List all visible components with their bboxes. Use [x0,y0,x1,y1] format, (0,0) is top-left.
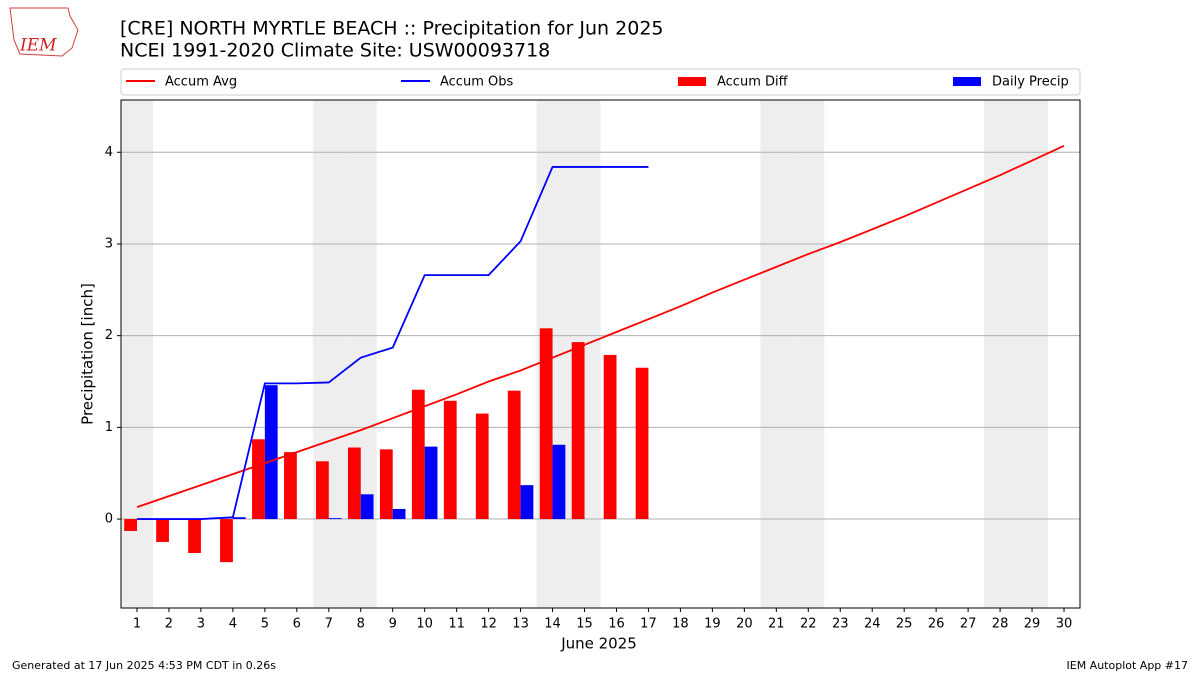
legend-label: Accum Diff [717,75,789,90]
x-tick-label: 23 [832,617,849,632]
x-tick-label: 30 [1056,617,1073,632]
legend-item: Accum Avg [126,75,237,90]
x-tick-label: 13 [512,617,529,632]
x-tick-label: 4 [229,617,237,632]
bar [379,449,393,520]
x-tick-label: 25 [896,617,913,632]
bar [328,518,342,520]
legend-swatch [678,77,706,86]
bar [392,508,406,520]
legend-label: Daily Precip [992,75,1069,90]
y-axis-label: Precipitation [inch] [79,283,97,425]
weekend-band [760,100,793,608]
x-tick-label: 18 [672,617,689,632]
bar [264,385,278,520]
x-tick-label: 15 [576,617,593,632]
x-tick-label: 11 [448,617,465,632]
legend-label: Accum Obs [440,75,513,90]
x-tick-label: 22 [800,617,817,632]
legend-swatch [953,77,981,86]
x-tick-label: 29 [1024,617,1041,632]
bar [520,485,534,520]
x-tick-label: 8 [357,617,365,632]
x-tick-label: 5 [261,617,269,632]
weekend-band [792,100,825,608]
bar [424,446,438,520]
bar [188,519,201,553]
y-tick-label: 2 [105,328,113,343]
line [136,166,649,520]
legend-item: Accum Diff [678,75,789,90]
x-tick-label: 14 [544,617,561,632]
y-tick-label: 0 [105,512,113,527]
chart-title: [CRE] NORTH MYRTLE BEACH :: Precipitatio… [120,18,664,40]
weekend-band [121,100,153,608]
y-tick-label: 4 [105,145,113,160]
bar [124,519,137,531]
bar [284,452,297,520]
legend-item: Accum Obs [401,75,513,90]
x-tick-label: 1 [133,617,141,632]
x-tick-label: 21 [768,617,785,632]
legend-box [120,68,1081,96]
x-tick-label: 27 [960,617,977,632]
bar [635,367,649,520]
x-tick-label: 19 [704,617,721,632]
x-tick-label: 28 [992,617,1009,632]
weekend-band [984,100,1017,608]
weekend-band [1016,100,1049,608]
line [136,145,1065,508]
bar [411,389,425,520]
bar [252,439,265,520]
x-tick-label: 6 [293,617,301,632]
x-tick-label: 7 [325,617,333,632]
y-tick-label: 3 [105,236,113,251]
x-tick-label: 17 [640,617,657,632]
bar [603,354,617,520]
x-tick-label: 10 [416,617,433,632]
chart-subtitle: NCEI 1991-2020 Climate Site: USW00093718 [120,40,550,62]
x-tick-label: 16 [608,617,625,632]
x-tick-label: 2 [165,617,173,632]
bar [315,461,329,520]
plot-frame [120,99,1081,609]
bar [475,413,489,520]
x-tick-label: 12 [480,617,497,632]
bar [571,342,585,520]
logo-outline [9,7,79,57]
bar [232,517,246,520]
footer-left: Generated at 17 Jun 2025 4:53 PM CDT in … [12,659,276,672]
logo-text: IEM [19,36,57,56]
bar [347,447,361,520]
x-tick-label: 20 [736,617,753,632]
x-axis-label: June 2025 [560,635,637,653]
bar [443,400,457,520]
legend-label: Accum Avg [165,75,237,90]
x-tick-label: 3 [197,617,205,632]
bar [220,519,233,563]
bar [539,328,553,520]
x-tick-label: 24 [864,617,881,632]
bar [552,444,566,520]
y-tick-label: 1 [105,420,113,435]
x-tick-label: 26 [928,617,945,632]
footer-right: IEM Autoplot App #17 [1067,659,1189,672]
logo: IEM [9,7,79,57]
bar [156,519,169,542]
legend-item: Daily Precip [953,75,1069,90]
bar [507,390,521,520]
x-tick-label: 9 [389,617,397,632]
bar [360,494,374,520]
weekend-band [312,100,345,608]
